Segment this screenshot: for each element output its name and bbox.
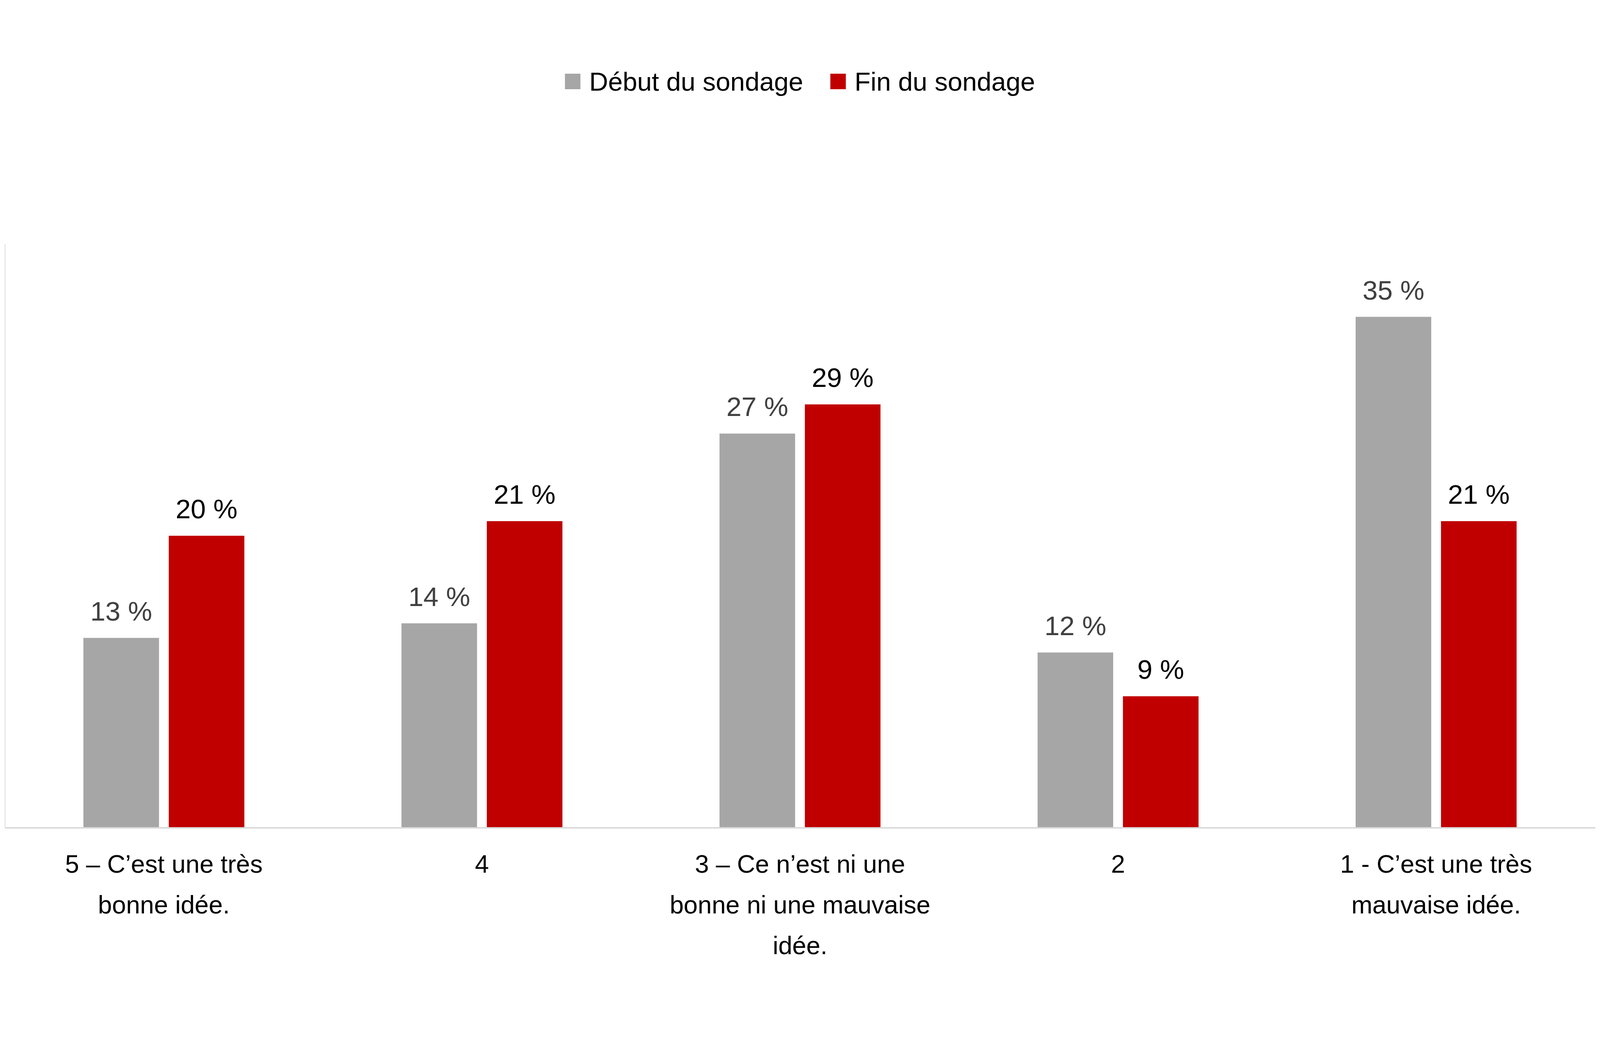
bar: [83, 638, 160, 828]
data-label: 21 %: [493, 479, 556, 510]
data-label: 21 %: [1447, 479, 1510, 510]
legend-label: Fin du sondage: [854, 66, 1036, 96]
legend-swatch: [830, 73, 847, 90]
y-axis-line: [4, 244, 6, 829]
x-tick-label-line: 3 – Ce n’est ni une: [694, 849, 906, 879]
bar: [719, 433, 796, 828]
x-tick: 4: [475, 849, 490, 879]
bar: [168, 535, 245, 828]
legend-item: Début du sondage: [564, 66, 803, 96]
data-labels: 13 % 14 % 27 % 12 % 35 % 20 % 21 % 29 % 9 % 21 %: [90, 274, 1510, 686]
x-tick-label: 5 – C’est une très bonne idée.: [64, 849, 263, 919]
bar: [1440, 521, 1517, 828]
bar: [486, 521, 563, 828]
bars: [83, 317, 1517, 829]
bar: [1122, 696, 1199, 828]
x-tick-label-line: bonne idée.: [97, 890, 230, 919]
bar: [804, 404, 881, 828]
bar: [401, 623, 478, 828]
x-tick-label-line: 2: [1111, 849, 1126, 879]
x-tick: 5 – C’est une très bonne idée.: [64, 849, 263, 919]
x-tick-label-line: 1 - C’est une très: [1340, 849, 1533, 879]
x-tick: 2: [1111, 849, 1126, 879]
series-labels: 20 % 21 % 29 % 9 % 21 %: [175, 362, 1510, 685]
x-tick-label: 1 - C’est une très mauvaise idée.: [1340, 849, 1533, 919]
legend-label: Début du sondage: [589, 66, 803, 96]
x-tick-label: 3 – Ce n’est ni une bonne ni une mauvaise…: [669, 849, 931, 960]
data-label: 14 %: [408, 581, 471, 612]
x-tick-label-line: 4: [475, 849, 490, 879]
series-labels: 13 % 14 % 27 % 12 % 35 %: [90, 274, 1425, 641]
x-tick-label: 4: [475, 849, 490, 879]
x-axis: 5 – C’est une très bonne idée. 4 3 – Ce n’e…: [5, 828, 1596, 960]
data-label: 13 %: [90, 595, 153, 627]
x-tick-label-line: 5 – C’est une très: [64, 849, 263, 879]
series-bars: [168, 404, 1517, 828]
chart: 5 – C’est une très bonne idée. 4 3 – Ce n’e…: [0, 0, 1600, 1055]
data-label: 12 %: [1044, 610, 1107, 641]
x-tick: 3 – Ce n’est ni une bonne ni une mauvaise…: [669, 849, 931, 960]
bar: [1037, 652, 1114, 828]
data-label: 27 %: [726, 391, 789, 422]
series-bars: [83, 317, 1432, 829]
data-label: 35 %: [1362, 274, 1425, 306]
data-label: 29 %: [811, 362, 874, 393]
x-tick-label: 2: [1111, 849, 1126, 879]
legend-item: Fin du sondage: [830, 66, 1036, 96]
y-axis: [4, 244, 6, 829]
bar: [1355, 317, 1432, 829]
data-label: 20 %: [175, 493, 238, 525]
x-tick: 1 - C’est une très mauvaise idée.: [1340, 849, 1533, 919]
x-tick-label-line: bonne ni une mauvaise: [669, 890, 931, 919]
x-tick-label-line: idée.: [772, 931, 828, 960]
legend-swatch: [564, 73, 581, 90]
x-axis-line: [5, 827, 1596, 829]
x-tick-label-line: mauvaise idée.: [1351, 890, 1521, 919]
data-label: 9 %: [1137, 654, 1185, 685]
legend: Début du sondage Fin du sondage: [564, 66, 1036, 96]
